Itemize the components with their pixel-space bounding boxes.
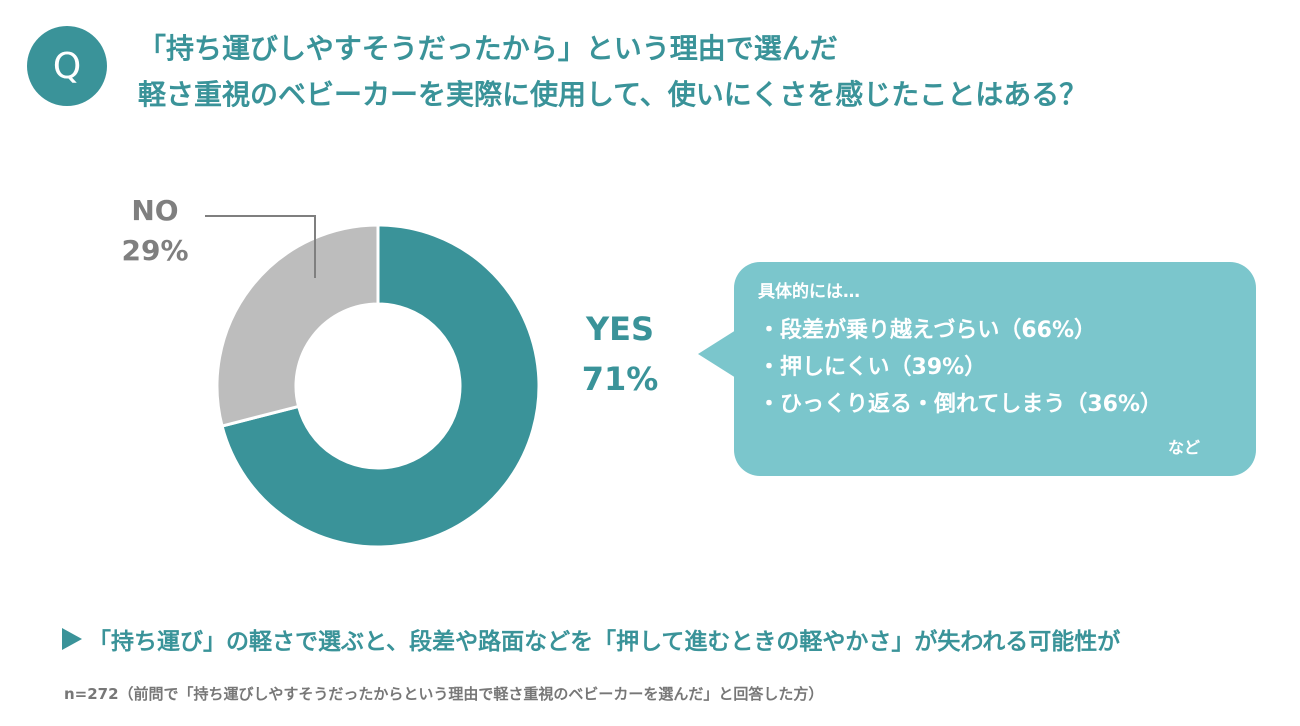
conclusion-text: 「持ち運び」の軽さで選ぶと、段差や路面などを「押して進むときの軽やかさ」が失われ… [88,629,1121,655]
category-label-no: NO [131,194,178,227]
value-label-yes: 71% [582,360,659,398]
question-badge: Q [27,26,107,106]
value-label-no: 29% [121,234,188,267]
question-line-2: 軽さ重視のベビーカーを実際に使用して、使いにくさを感じたことはある？ [138,78,1088,111]
triangle-bullet-icon [62,628,82,650]
no-leader-line [205,215,316,278]
callout-title: 具体的には… [758,282,860,302]
conclusion: 「持ち運び」の軽さで選ぶと、段差や路面などを「押して進むときの軽やかさ」が失われ… [62,622,1292,656]
donut-slice-no [215,223,380,428]
donut-slice-yes [220,223,541,549]
footnote: n=272（前問で「持ち運びしやすそうだったからという理由で軽さ重視のベビーカー… [64,685,824,703]
category-label-yes: YES [585,310,654,348]
callout-item: ・ひっくり返る・倒れてしまう（36%） [758,392,1162,417]
callout-bubble: 具体的には… ・段差が乗り越えづらい（66%） ・押しにくい（39%） ・ひっく… [698,262,1256,476]
callout-item: ・押しにくい（39%） [758,355,987,380]
callout-item: ・段差が乗り越えづらい（66%） [758,318,1096,343]
question-line-1: 「持ち運びしやすそうだったから」という理由で選んだ [138,32,838,65]
callout-etc: など [1167,438,1200,457]
question-title: 「持ち運びしやすそうだったから」という理由で選んだ 軽さ重視のベビーカーを実際に… [138,26,1288,118]
